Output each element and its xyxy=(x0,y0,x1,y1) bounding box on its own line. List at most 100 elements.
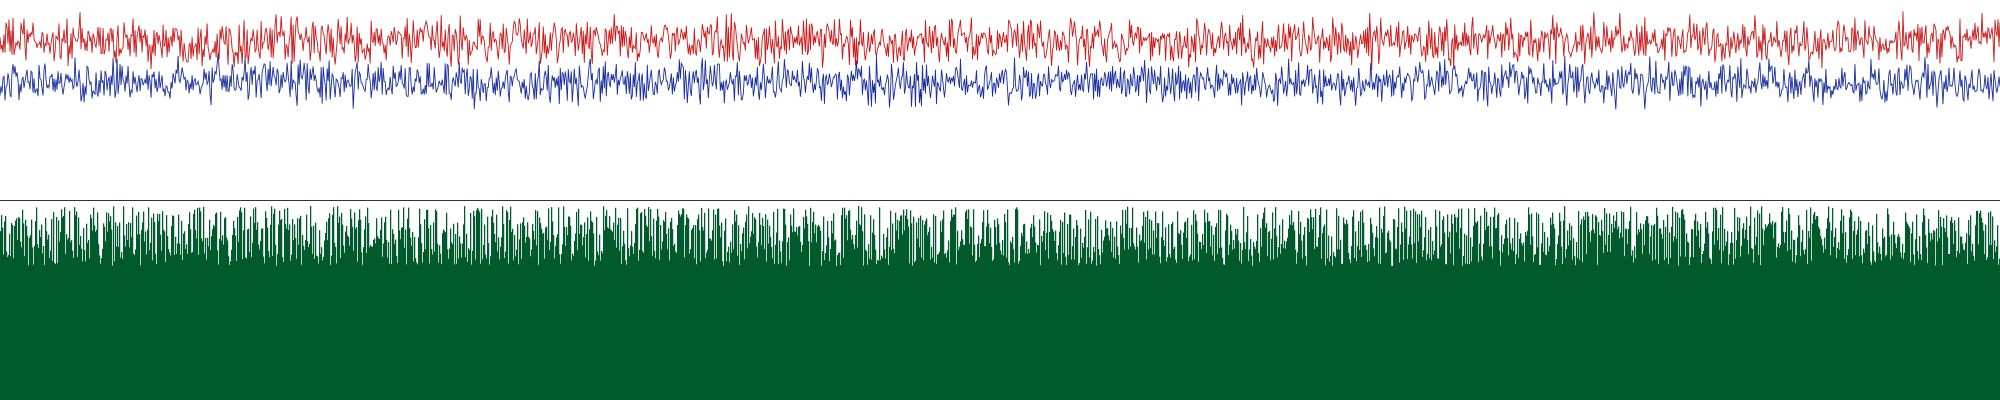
bar xyxy=(1453,265,1455,400)
bar xyxy=(593,233,595,400)
bar xyxy=(640,213,642,400)
bar xyxy=(949,262,951,400)
bar xyxy=(1746,216,1748,400)
bar xyxy=(911,223,913,400)
bar xyxy=(983,210,985,400)
bar xyxy=(1083,247,1085,400)
bar xyxy=(1656,207,1658,400)
bar xyxy=(466,233,468,400)
bar xyxy=(130,223,132,400)
bar xyxy=(656,220,658,400)
bar xyxy=(344,252,346,400)
bar xyxy=(205,237,207,400)
bar xyxy=(1189,256,1191,400)
bar xyxy=(279,210,281,400)
bar xyxy=(61,209,63,400)
bar xyxy=(1616,211,1618,400)
bar xyxy=(1043,231,1045,400)
bar xyxy=(1640,223,1642,400)
bar xyxy=(1476,223,1478,400)
bar xyxy=(639,249,641,400)
bar xyxy=(906,209,908,400)
bar xyxy=(1105,220,1107,400)
bar xyxy=(255,207,257,400)
bar xyxy=(498,237,500,400)
bar xyxy=(134,255,136,400)
bar xyxy=(1720,214,1722,400)
bar xyxy=(732,224,734,400)
bar xyxy=(206,259,208,400)
bar xyxy=(1688,242,1690,400)
bar xyxy=(815,224,817,400)
bar xyxy=(988,223,990,400)
bar xyxy=(1183,232,1185,400)
bar xyxy=(49,258,51,400)
bar xyxy=(166,215,168,400)
bar xyxy=(1997,225,1999,400)
bar xyxy=(1040,265,1042,400)
bar xyxy=(152,260,154,400)
bar xyxy=(1031,223,1033,400)
bar xyxy=(0,231,2,400)
bar xyxy=(27,235,29,400)
bar xyxy=(899,221,901,400)
bar xyxy=(1471,261,1473,400)
bar xyxy=(1113,257,1115,400)
bar xyxy=(1123,237,1125,400)
bar xyxy=(1036,252,1038,400)
bar xyxy=(258,244,260,400)
bar xyxy=(213,224,215,400)
bar xyxy=(1545,254,1547,400)
bar xyxy=(849,210,851,400)
bar xyxy=(48,234,50,400)
bar xyxy=(746,214,748,400)
bar xyxy=(1642,253,1644,400)
bar xyxy=(297,218,299,400)
bar xyxy=(249,252,251,400)
bar xyxy=(15,220,17,400)
bar xyxy=(1593,229,1595,400)
bar xyxy=(1645,220,1647,400)
bar xyxy=(1916,214,1918,400)
bar xyxy=(1485,229,1487,400)
bar xyxy=(1986,259,1988,400)
bar xyxy=(189,212,191,400)
bar xyxy=(1954,220,1956,400)
bar xyxy=(1115,258,1117,400)
bar xyxy=(464,206,466,400)
bar xyxy=(371,246,373,400)
bar xyxy=(1339,249,1341,400)
bar xyxy=(1654,223,1656,400)
bar xyxy=(85,261,87,400)
bar xyxy=(1672,206,1674,400)
bar xyxy=(1568,245,1570,400)
bar xyxy=(56,217,58,400)
bar xyxy=(1094,252,1096,400)
bar xyxy=(1188,261,1190,400)
bar xyxy=(1639,232,1641,400)
bar xyxy=(472,250,474,400)
bar xyxy=(1992,216,1994,400)
bar xyxy=(1579,259,1581,400)
bar xyxy=(1197,233,1199,400)
bar xyxy=(935,216,937,400)
bar xyxy=(1890,259,1892,400)
bar xyxy=(194,209,196,400)
bar xyxy=(1184,222,1186,400)
bar xyxy=(1070,214,1072,400)
bar xyxy=(637,207,639,400)
bar xyxy=(1075,237,1077,400)
bar xyxy=(46,231,48,400)
bar xyxy=(1306,265,1308,400)
bar xyxy=(1086,263,1088,400)
bar xyxy=(1768,223,1770,400)
bar xyxy=(112,265,114,400)
bar xyxy=(54,262,56,400)
bar xyxy=(142,222,144,400)
bar xyxy=(1001,254,1003,400)
bar xyxy=(972,255,974,400)
bar xyxy=(1753,262,1755,400)
bar xyxy=(1685,256,1687,400)
bar xyxy=(1328,235,1330,400)
bar xyxy=(515,256,517,400)
